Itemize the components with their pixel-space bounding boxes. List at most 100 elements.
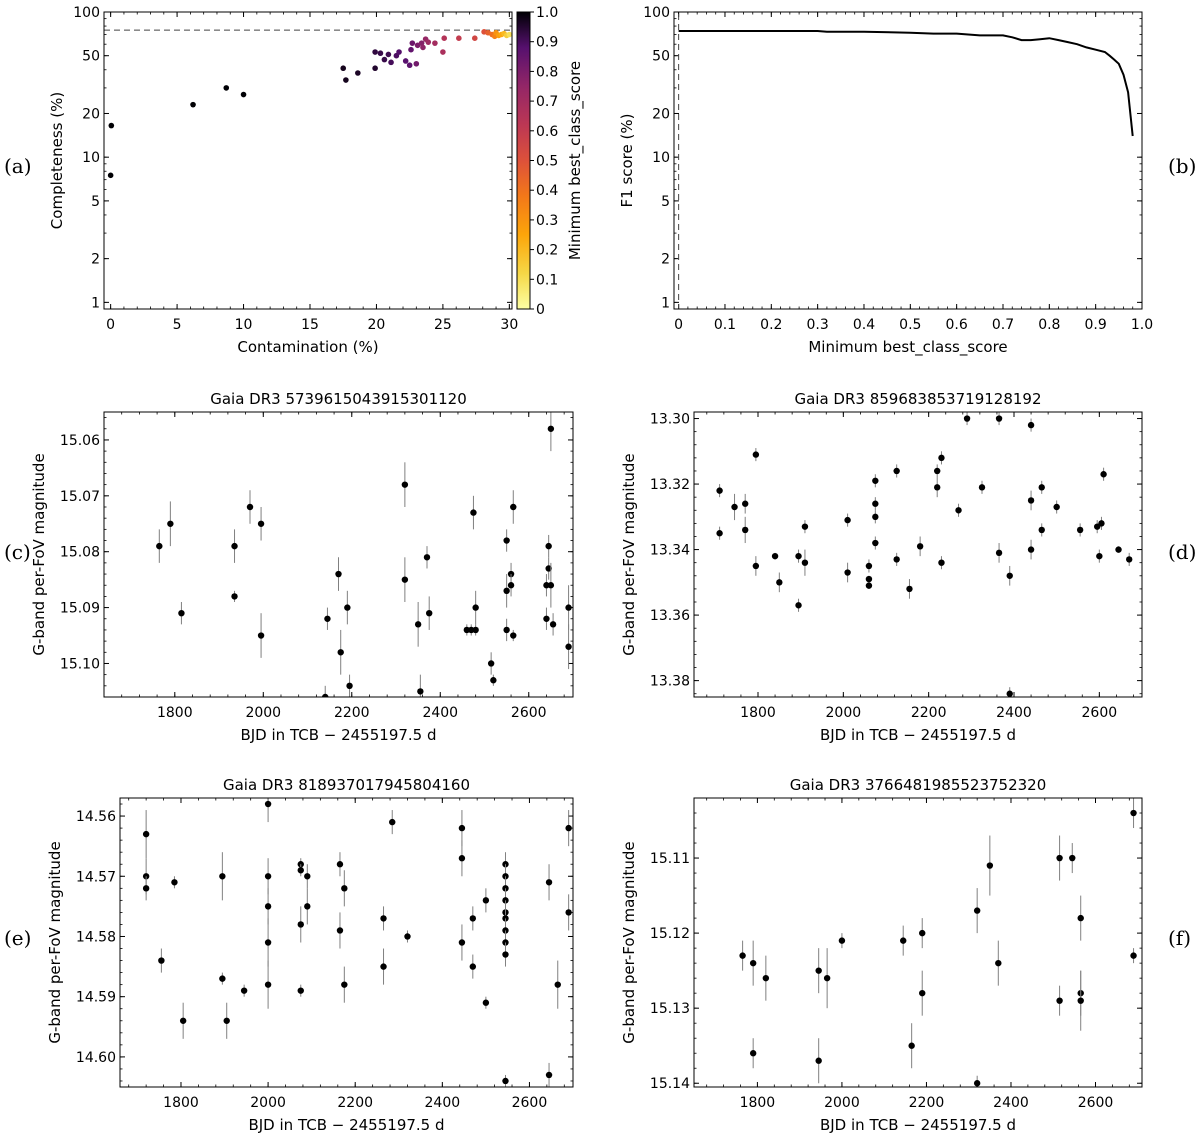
- x-tick-label: 2200: [911, 705, 947, 721]
- data-point: [158, 957, 165, 964]
- data-point: [482, 897, 490, 904]
- data-point: [264, 939, 272, 946]
- data-point: [264, 800, 272, 808]
- data-point: [995, 549, 1003, 557]
- data-point: [456, 35, 462, 41]
- data-point: [543, 615, 550, 622]
- x-tick-label: 2200: [337, 1095, 373, 1111]
- x-tick-label: 30: [500, 317, 518, 333]
- data-point: [231, 593, 238, 600]
- y-tick-label: 1: [661, 295, 670, 311]
- data-point: [190, 101, 196, 108]
- x-tick-label: 1800: [740, 1095, 776, 1111]
- plot-frame: [693, 797, 1143, 1088]
- x-tick-label: 2200: [334, 705, 370, 721]
- colorbar-tick-label: 0: [536, 302, 545, 318]
- x-tick-label: 0.9: [1085, 317, 1107, 333]
- data-point: [742, 500, 749, 507]
- data-point: [503, 587, 510, 595]
- data-point: [510, 503, 517, 511]
- data-point: [716, 530, 723, 537]
- data-point: [413, 60, 420, 67]
- colorbar-tick-label: 0.2: [536, 243, 558, 259]
- data-point: [545, 1071, 553, 1079]
- panel-label-c: (c): [4, 540, 31, 564]
- minor-ticks: [674, 12, 1143, 310]
- colorbar-gradient: [516, 11, 531, 310]
- x-tick-label: 0.1: [714, 317, 736, 333]
- data-point: [304, 903, 311, 910]
- y-tick-label: 13.30: [650, 412, 690, 428]
- data-point: [469, 963, 477, 970]
- y-tick-label: 15.13: [650, 1001, 690, 1017]
- data-point: [355, 70, 361, 76]
- x-tick-label: 2200: [909, 1095, 945, 1111]
- data-point: [346, 682, 353, 690]
- data-point: [377, 50, 384, 57]
- colorbar-tick-label: 0.8: [536, 64, 558, 80]
- x-tick-label: 2600: [511, 705, 547, 721]
- data-marks: [716, 412, 1133, 697]
- x-tick-label: 2400: [422, 705, 458, 721]
- data-point: [872, 477, 879, 484]
- data-point: [402, 58, 409, 64]
- data-point: [815, 1057, 822, 1064]
- x-tick-label: 5: [173, 317, 182, 333]
- data-point: [458, 855, 466, 862]
- plot-frame: [693, 411, 1143, 698]
- data-point: [389, 818, 396, 826]
- data-point: [240, 987, 248, 994]
- x-tick-label: 2400: [425, 1095, 461, 1111]
- data-point: [1027, 546, 1035, 553]
- y-tick-label: 13.32: [650, 477, 690, 493]
- data-point: [893, 467, 900, 475]
- data-point: [219, 975, 226, 982]
- x-tick-label: 0.6: [946, 317, 968, 333]
- data-point: [900, 937, 907, 944]
- y-tick-label: 14.58: [76, 929, 116, 945]
- data-point: [336, 861, 344, 868]
- data-point: [893, 556, 900, 563]
- data-point: [1100, 471, 1107, 478]
- y-tick-label: 20: [82, 106, 100, 122]
- data-point: [955, 507, 962, 514]
- x-axis-label: Contamination (%): [237, 338, 378, 356]
- y-tick-label: 13.38: [650, 674, 690, 690]
- y-tick-label: 15.11: [650, 851, 690, 867]
- data-point: [549, 621, 557, 628]
- data-point: [335, 570, 342, 578]
- x-axis-label: BJD in TCB − 2455197.5 d: [240, 726, 436, 744]
- data-point: [156, 542, 163, 550]
- x-tick-label: 2400: [993, 1095, 1029, 1111]
- y-tick-label: 50: [82, 49, 100, 65]
- x-tick-label: 25: [434, 317, 452, 333]
- x-tick-label: 0.2: [760, 317, 782, 333]
- data-point: [908, 1042, 915, 1049]
- data-point: [739, 952, 746, 959]
- data-point: [565, 909, 572, 916]
- data-point: [440, 49, 446, 55]
- minor-ticks: [694, 797, 1142, 1087]
- data-point: [1130, 809, 1137, 817]
- y-tick-label: 20: [652, 106, 670, 122]
- data-point: [1038, 484, 1045, 491]
- data-point: [973, 907, 981, 914]
- data-point: [472, 626, 479, 634]
- data-point: [408, 46, 414, 53]
- data-marks: [678, 30, 1134, 137]
- data-point: [257, 520, 265, 527]
- colorbar-tick-label: 0.4: [536, 183, 558, 199]
- data-point: [1027, 497, 1035, 504]
- data-point: [815, 967, 822, 974]
- panel-label-a: (a): [4, 154, 32, 178]
- major-ticks: [674, 11, 1143, 309]
- x-tick-label: 0: [106, 317, 115, 333]
- data-point: [264, 873, 272, 880]
- data-point: [844, 516, 851, 524]
- data-point: [469, 915, 477, 922]
- data-point: [264, 903, 272, 910]
- data-point: [372, 49, 378, 55]
- x-tick-label: 1800: [740, 705, 776, 721]
- x-tick-label: 0.8: [1038, 317, 1060, 333]
